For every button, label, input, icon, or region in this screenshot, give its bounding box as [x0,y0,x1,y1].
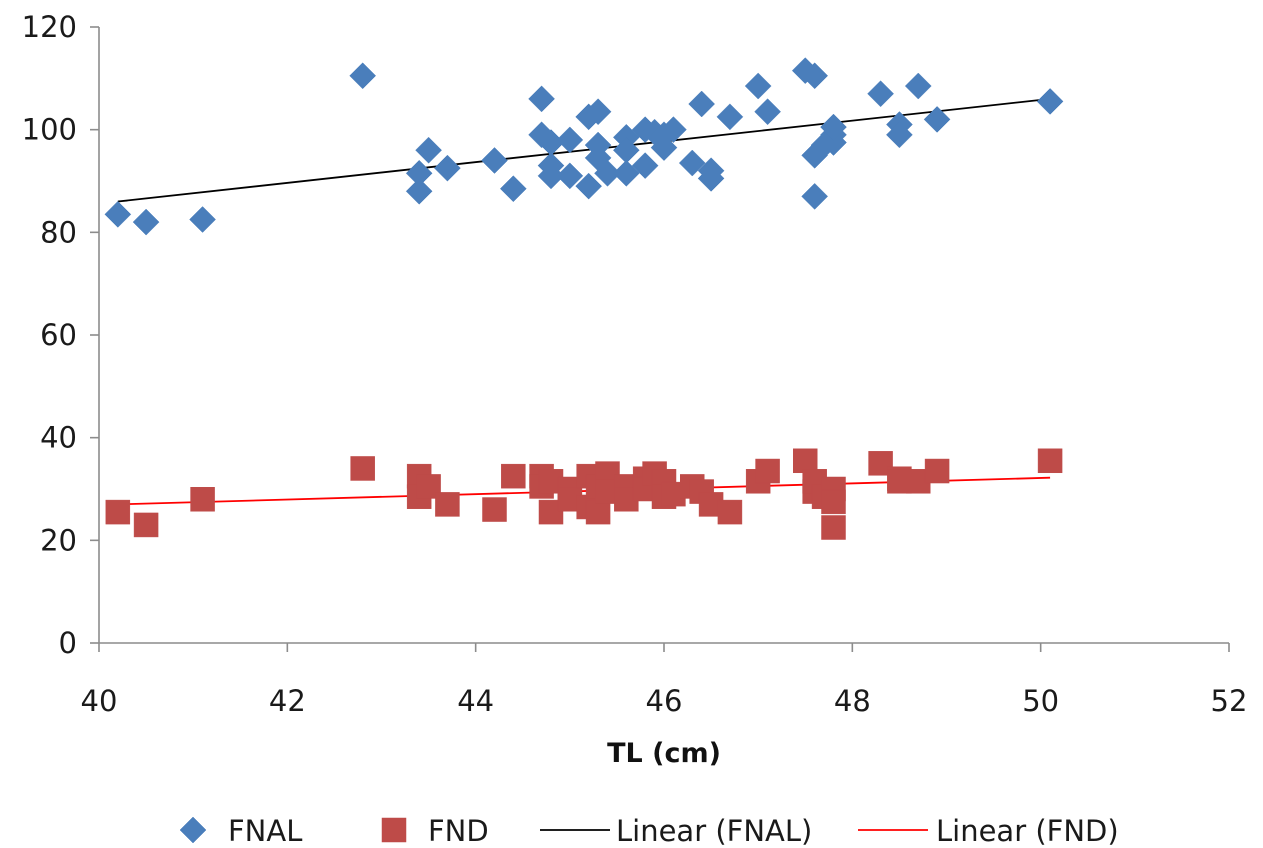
fnal-point [104,201,132,228]
fnal-point [499,175,527,203]
fnal-point [904,72,932,100]
legend-linear-fnal-label: Linear (FNAL) [616,814,812,848]
fnal-point [820,113,847,141]
y-tick-label: 80 [40,215,77,249]
x-tick-label: 46 [646,684,683,718]
fnal-point [481,147,508,174]
fnal-point [528,85,555,113]
fnd-point [435,492,460,517]
fnal-point [923,106,951,133]
x-axis-title: TL (cm) [607,738,721,769]
y-tick-label: 120 [22,10,77,44]
fnd-point [190,487,215,512]
fnal-point [132,208,160,236]
x-tick-label: 42 [269,684,306,718]
fnal-point [754,98,781,126]
y-tick-label: 100 [22,113,77,147]
fnal-point [660,116,687,144]
y-tick-label: 40 [40,421,77,455]
x-tick-label: 48 [834,684,871,718]
fnd-point [133,512,159,538]
fnal-point [650,134,678,161]
fnal-point [415,136,442,164]
x-tick-label: 52 [1211,684,1248,718]
fnd-point [821,515,846,540]
y-tick-label: 60 [40,318,77,352]
fnal-point [405,159,433,187]
fnal-point [820,129,847,156]
fnal-point [801,183,829,210]
fnal-point [434,154,461,182]
fnd-point [501,463,526,489]
points-layer [104,57,1064,540]
legend-fnal-marker [179,816,207,844]
y-tick-label: 20 [40,523,77,557]
fnal-point [349,62,377,90]
fnal-point [537,162,565,190]
fnal-point [697,165,725,192]
fnal-point [612,159,640,187]
fnal-point [594,159,621,187]
fnal-point [801,62,829,90]
fnd-point [717,499,743,525]
fnd-point [350,456,375,481]
fnd-point [924,458,950,484]
fnal-point [867,80,894,108]
y-tick-label: 0 [59,626,77,660]
fnd-point [105,499,131,525]
fnal-point [556,162,584,190]
fnd-point [1037,448,1063,474]
fnal-point [556,126,584,154]
trendline-layer [117,97,1051,506]
fnal-point [631,152,659,179]
fnal-point [405,177,433,205]
fnal-point [678,149,706,177]
fnal-point [575,172,603,200]
tick-labels-layer: 0 20 40 60 80 100 120 40 42 44 46 48 50 52 [22,10,1248,718]
fnd-point [821,489,846,515]
legend-fnd-label: FND [428,814,489,848]
x-tick-label: 44 [457,684,494,718]
fnal-point [189,206,216,233]
legend-linear-fnd-label: Linear (FND) [936,814,1119,848]
fnal-point [584,98,612,126]
fnd-point [585,499,611,525]
legend-fnd-marker [381,817,407,843]
legend-fnal-label: FNAL [228,814,302,848]
fnal-point [716,103,744,131]
fnd-point [755,458,780,484]
fnal-point [1036,88,1064,115]
fnal-point [886,121,913,149]
x-tick-label: 50 [1022,684,1059,718]
fnd-point [482,497,507,522]
fnal-point [744,72,772,100]
legend: FNAL FND Linear (FNAL) Linear (FND) [179,814,1119,848]
axes-layer [90,26,1230,652]
x-tick-label: 40 [81,684,118,718]
fnal-point [688,90,716,118]
